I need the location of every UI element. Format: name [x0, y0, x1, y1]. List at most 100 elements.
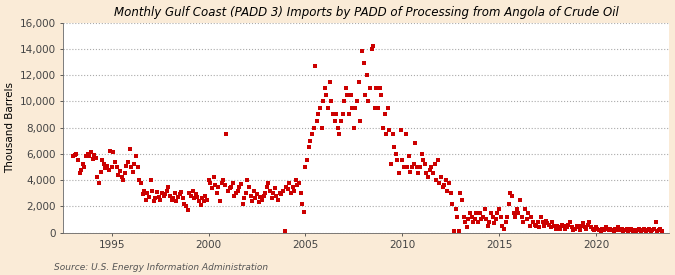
Point — [413, 171, 424, 176]
Point — [411, 165, 422, 169]
Point — [591, 225, 601, 230]
Point — [229, 194, 240, 198]
Point — [353, 79, 364, 84]
Point — [70, 153, 80, 157]
Point — [390, 152, 401, 156]
Point — [476, 217, 487, 222]
Point — [497, 224, 508, 228]
Point — [200, 194, 211, 198]
Point — [481, 217, 491, 222]
Point — [603, 228, 614, 232]
Point — [655, 226, 666, 231]
Point — [181, 204, 192, 208]
Point — [396, 128, 406, 132]
Point — [302, 158, 313, 163]
Point — [150, 196, 161, 201]
Point — [536, 214, 547, 219]
Point — [423, 175, 433, 180]
Point — [574, 228, 585, 232]
Point — [282, 187, 293, 191]
Point — [298, 209, 309, 214]
Point — [190, 192, 201, 197]
Point — [68, 154, 78, 159]
Point — [392, 158, 403, 163]
Point — [157, 191, 167, 195]
Point — [484, 220, 495, 224]
Point — [464, 211, 475, 215]
Point — [458, 214, 469, 219]
Point — [279, 229, 290, 233]
Point — [131, 154, 142, 159]
Point — [555, 226, 566, 231]
Point — [232, 188, 243, 193]
Point — [171, 199, 182, 203]
Point — [155, 197, 165, 202]
Point — [382, 106, 393, 110]
Point — [315, 106, 325, 110]
Point — [260, 191, 271, 195]
Point — [326, 99, 337, 103]
Point — [531, 224, 541, 228]
Point — [78, 162, 88, 166]
Point — [90, 156, 101, 160]
Point — [113, 173, 124, 177]
Point — [618, 229, 628, 233]
Point — [161, 188, 172, 193]
Point — [94, 180, 105, 185]
Point — [110, 160, 121, 164]
Point — [82, 152, 93, 156]
Point — [286, 191, 296, 195]
Point — [500, 220, 511, 224]
Point — [124, 146, 135, 151]
Point — [84, 154, 95, 159]
Point — [226, 185, 237, 189]
Point — [144, 195, 155, 199]
Point — [128, 170, 138, 174]
Point — [537, 220, 548, 224]
Point — [437, 185, 448, 189]
Point — [129, 162, 140, 166]
Point — [652, 229, 663, 233]
Point — [472, 220, 483, 224]
Point — [263, 180, 274, 185]
Point — [641, 229, 651, 233]
Point — [562, 225, 572, 230]
Point — [448, 229, 459, 233]
Point — [583, 222, 593, 227]
Point — [250, 196, 261, 201]
Point — [443, 180, 454, 185]
Point — [410, 141, 421, 145]
Point — [373, 106, 383, 110]
Point — [580, 226, 591, 231]
Point — [338, 112, 348, 117]
Point — [168, 196, 179, 201]
Point — [105, 149, 115, 153]
Point — [321, 92, 332, 97]
Point — [195, 203, 206, 207]
Point — [512, 207, 522, 211]
Point — [197, 196, 208, 201]
Point — [429, 162, 440, 166]
Point — [528, 220, 539, 224]
Point — [281, 185, 292, 189]
Point — [653, 228, 664, 232]
Point — [126, 165, 136, 169]
Point — [334, 132, 345, 136]
Point — [462, 225, 472, 230]
Point — [594, 228, 605, 232]
Point — [100, 166, 111, 170]
Text: Source: U.S. Energy Information Administration: Source: U.S. Energy Information Administ… — [54, 263, 268, 272]
Point — [363, 99, 374, 103]
Point — [173, 195, 184, 199]
Point — [340, 86, 351, 90]
Point — [431, 178, 441, 182]
Point — [227, 180, 238, 185]
Point — [468, 220, 479, 224]
Point — [148, 199, 159, 203]
Point — [88, 153, 99, 157]
Point — [335, 119, 346, 123]
Point — [152, 190, 163, 194]
Point — [592, 226, 603, 231]
Point — [434, 180, 445, 185]
Point — [389, 145, 400, 149]
